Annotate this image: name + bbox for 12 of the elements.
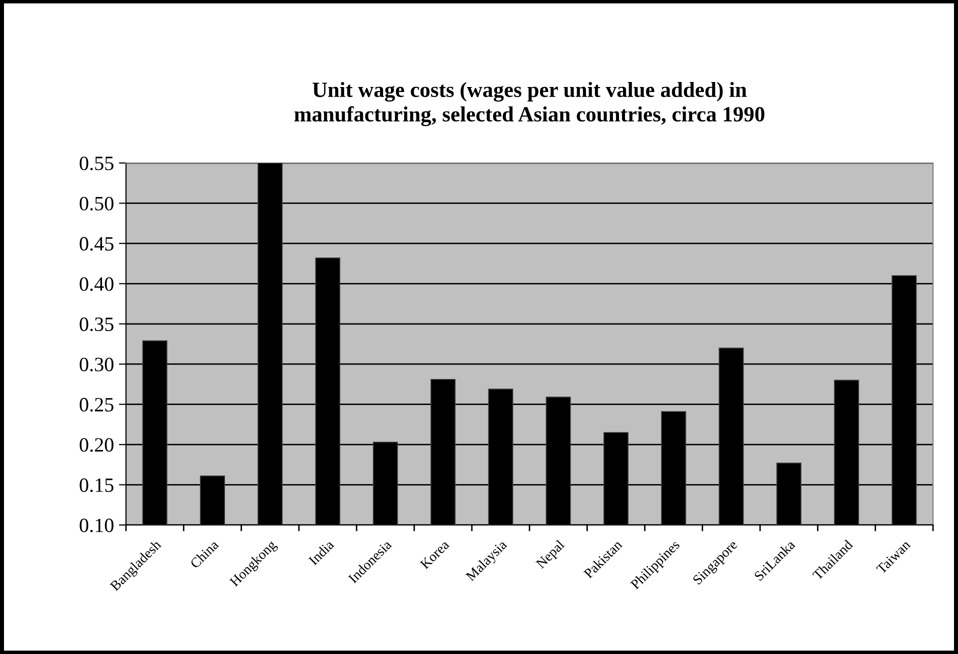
- y-tick-label: 0.30: [80, 358, 114, 372]
- y-tick-label: 0.45: [80, 237, 114, 251]
- y-tick-label: 0.15: [80, 478, 114, 492]
- y-tick-label: 0.25: [80, 398, 114, 412]
- y-tick-label: 0.50: [80, 196, 114, 210]
- x-tick-label: India: [308, 539, 335, 566]
- chart-title: Unit wage costs (wages per unit value added) in manufacturing, selected Asian countries, circa 1990: [294, 82, 764, 126]
- y-tick-label: 0.55: [80, 156, 114, 170]
- y-tick-label: 0.35: [80, 317, 114, 332]
- y-tick-label: 0.20: [80, 438, 114, 452]
- y-tick-label: 0.40: [80, 277, 114, 291]
- y-tick-label: 0.10: [80, 518, 114, 532]
